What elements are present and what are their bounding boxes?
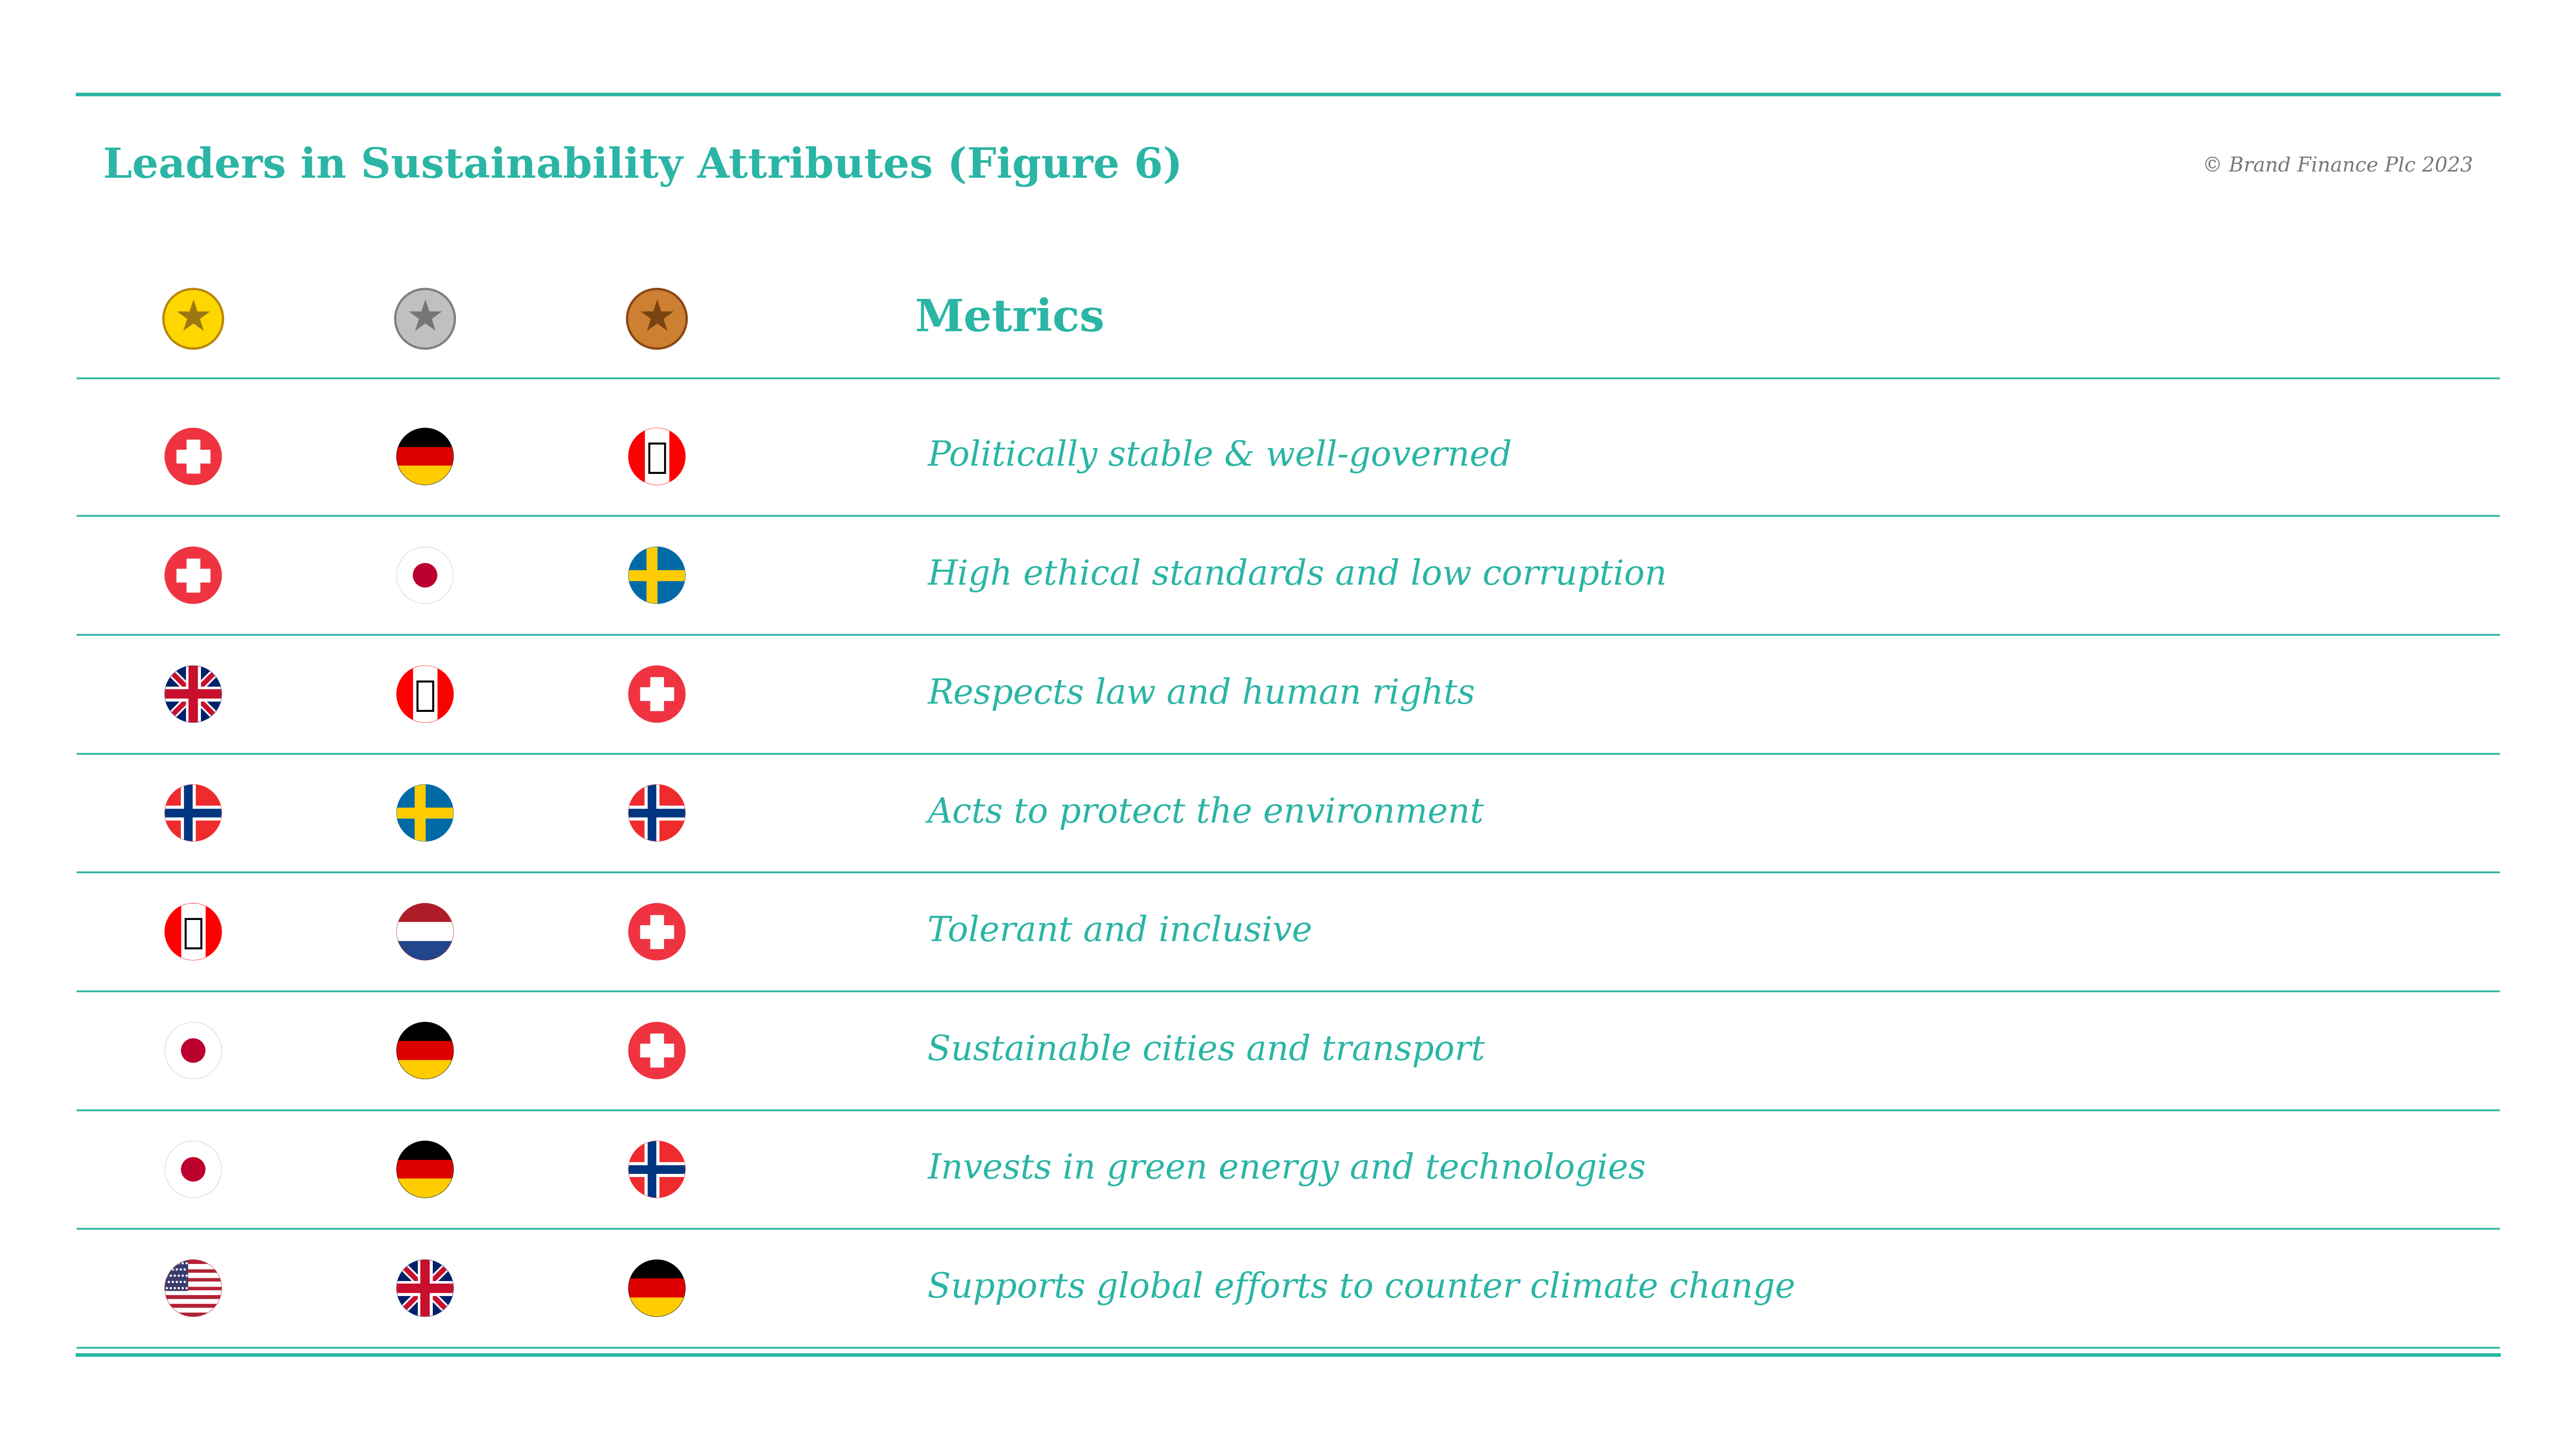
Text: Tolerant and inclusive: Tolerant and inclusive bbox=[927, 914, 1311, 949]
Polygon shape bbox=[165, 1281, 222, 1285]
Polygon shape bbox=[397, 1040, 453, 1061]
Circle shape bbox=[629, 427, 685, 485]
Text: High ethical standards and low corruption: High ethical standards and low corruptio… bbox=[927, 558, 1667, 593]
Circle shape bbox=[397, 1259, 453, 1317]
Circle shape bbox=[397, 784, 453, 842]
Circle shape bbox=[397, 903, 453, 961]
Polygon shape bbox=[397, 1159, 453, 1179]
Polygon shape bbox=[165, 1291, 222, 1295]
Polygon shape bbox=[644, 427, 670, 485]
Circle shape bbox=[165, 546, 222, 604]
Circle shape bbox=[165, 1022, 222, 1080]
Polygon shape bbox=[397, 942, 453, 961]
Circle shape bbox=[629, 1140, 685, 1198]
Polygon shape bbox=[629, 1298, 685, 1317]
Polygon shape bbox=[165, 1264, 222, 1268]
Polygon shape bbox=[165, 1308, 222, 1313]
Text: 🍁: 🍁 bbox=[183, 916, 204, 951]
Circle shape bbox=[629, 1022, 685, 1080]
Circle shape bbox=[397, 1022, 453, 1080]
Text: © Brand Finance Plc 2023: © Brand Finance Plc 2023 bbox=[2202, 156, 2473, 177]
Circle shape bbox=[165, 427, 222, 485]
Circle shape bbox=[397, 665, 453, 723]
Text: ★: ★ bbox=[636, 298, 677, 339]
Text: Supports global efforts to counter climate change: Supports global efforts to counter clima… bbox=[927, 1271, 1795, 1306]
Circle shape bbox=[165, 784, 222, 842]
Text: Sustainable cities and transport: Sustainable cities and transport bbox=[927, 1033, 1484, 1068]
Circle shape bbox=[162, 288, 224, 349]
Circle shape bbox=[180, 1039, 206, 1062]
Circle shape bbox=[165, 290, 222, 348]
Polygon shape bbox=[397, 467, 453, 485]
Circle shape bbox=[629, 1259, 685, 1317]
Polygon shape bbox=[165, 1259, 188, 1291]
Circle shape bbox=[629, 546, 685, 604]
Polygon shape bbox=[412, 665, 438, 723]
Circle shape bbox=[165, 665, 222, 723]
Text: Respects law and human rights: Respects law and human rights bbox=[927, 677, 1476, 711]
Text: ★: ★ bbox=[173, 298, 214, 339]
Circle shape bbox=[394, 288, 456, 349]
Polygon shape bbox=[165, 1300, 222, 1304]
Circle shape bbox=[629, 665, 685, 723]
Text: 🍁: 🍁 bbox=[415, 678, 435, 713]
Polygon shape bbox=[629, 1278, 685, 1298]
Circle shape bbox=[165, 1140, 222, 1198]
Text: Acts to protect the environment: Acts to protect the environment bbox=[927, 796, 1484, 830]
Text: Politically stable & well-governed: Politically stable & well-governed bbox=[927, 439, 1512, 474]
Circle shape bbox=[397, 1140, 453, 1198]
Polygon shape bbox=[397, 922, 453, 942]
Text: Leaders in Sustainability Attributes (Figure 6): Leaders in Sustainability Attributes (Fi… bbox=[103, 146, 1182, 187]
Polygon shape bbox=[180, 903, 206, 961]
Circle shape bbox=[397, 290, 453, 348]
Polygon shape bbox=[165, 1272, 222, 1277]
Circle shape bbox=[397, 546, 453, 604]
Polygon shape bbox=[397, 1179, 453, 1198]
Text: Metrics: Metrics bbox=[914, 297, 1105, 341]
Text: ★: ★ bbox=[404, 298, 446, 339]
Circle shape bbox=[397, 427, 453, 485]
Circle shape bbox=[165, 1259, 222, 1317]
Circle shape bbox=[629, 290, 685, 348]
Text: Invests in green energy and technologies: Invests in green energy and technologies bbox=[927, 1152, 1646, 1187]
Circle shape bbox=[629, 784, 685, 842]
Circle shape bbox=[629, 903, 685, 961]
Circle shape bbox=[626, 288, 688, 349]
Circle shape bbox=[165, 903, 222, 961]
Polygon shape bbox=[397, 1061, 453, 1080]
Text: 🍁: 🍁 bbox=[647, 440, 667, 475]
Circle shape bbox=[412, 564, 438, 587]
Polygon shape bbox=[397, 446, 453, 467]
Circle shape bbox=[180, 1158, 206, 1181]
